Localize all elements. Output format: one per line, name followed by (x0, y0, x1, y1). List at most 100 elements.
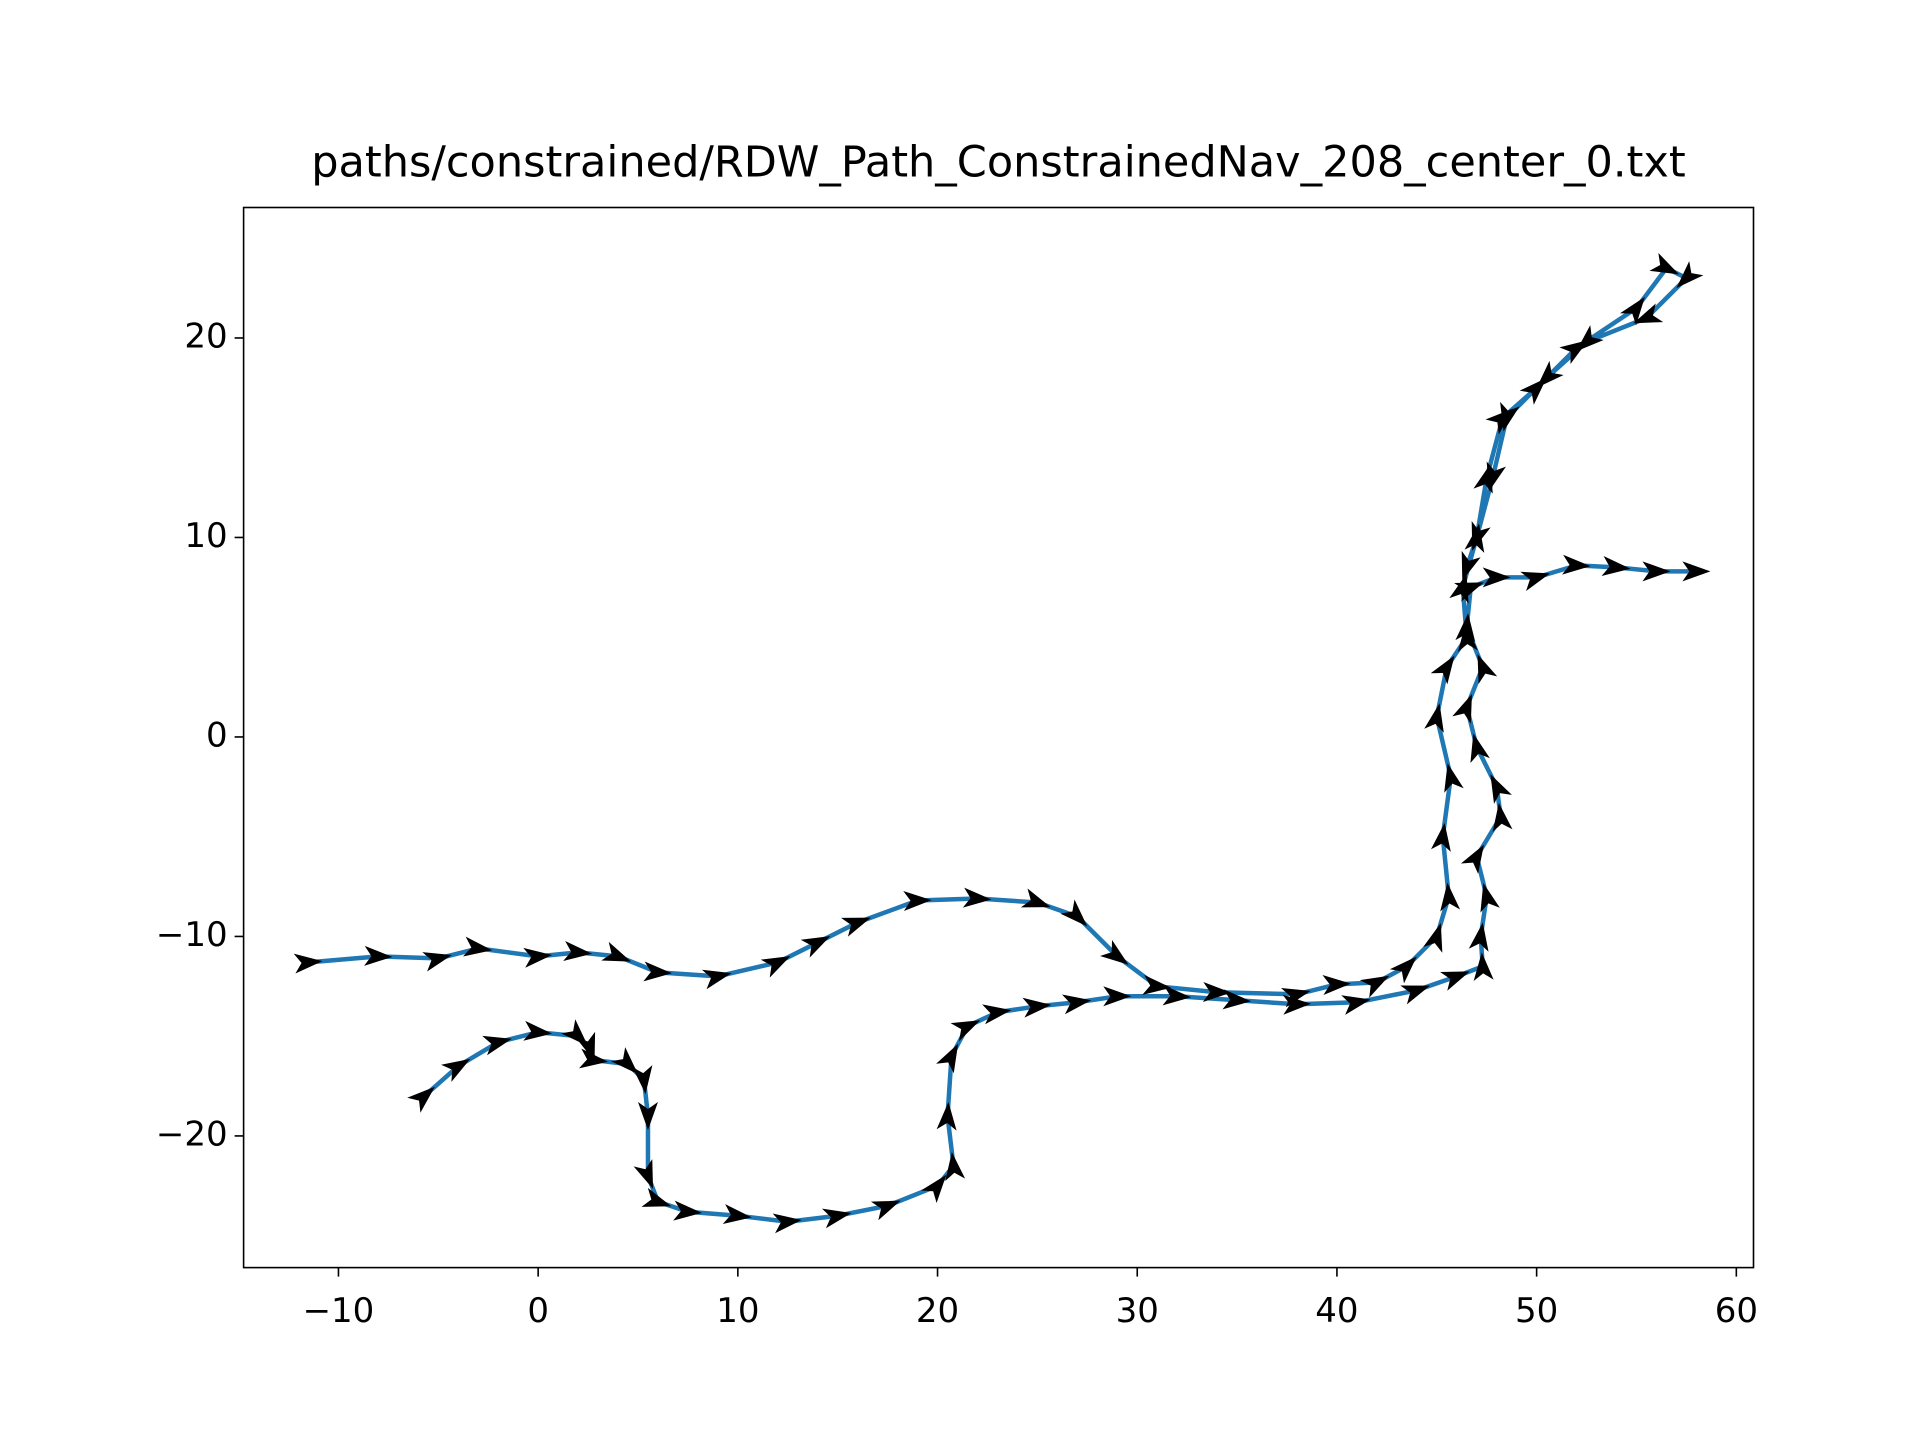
direction-arrow (1341, 995, 1371, 1015)
x-tick-label: 40 (1315, 1291, 1358, 1331)
direction-arrow (1492, 802, 1513, 832)
direction-arrow (523, 1020, 553, 1041)
direction-arrow (800, 936, 831, 958)
direction-arrow (1473, 952, 1494, 982)
direction-arrow (760, 956, 791, 978)
direction-arrow (1202, 981, 1232, 1002)
direction-arrow (463, 936, 493, 957)
direction-arrow (1062, 994, 1092, 1015)
direction-arrow (841, 917, 871, 937)
direction-arrow (1431, 822, 1451, 852)
direction-arrow (822, 1208, 852, 1229)
direction-arrow (1477, 654, 1498, 684)
direction-arrow (1020, 888, 1051, 908)
direction-arrow (1060, 899, 1088, 927)
direction-arrow (441, 1058, 471, 1082)
direction-arrow (1100, 939, 1129, 965)
direction-arrow (1022, 997, 1052, 1018)
direction-arrow (1536, 360, 1564, 388)
direction-arrow (1440, 882, 1461, 912)
y-tick-label: 10 (184, 516, 227, 556)
direction-arrow (1490, 774, 1512, 804)
direction-arrow (1452, 694, 1472, 724)
direction-arrow (1682, 561, 1711, 582)
x-tick-label: 60 (1715, 1291, 1758, 1331)
direction-arrow (920, 1174, 947, 1203)
plot-area (293, 252, 1711, 1234)
direction-arrow (722, 1204, 752, 1225)
direction-arrow (1449, 573, 1469, 604)
direction-arrow (1444, 763, 1464, 793)
direction-arrow (1676, 261, 1704, 289)
direction-arrow (701, 969, 732, 990)
direction-arrow (482, 1035, 512, 1056)
direction-arrow (1649, 252, 1679, 275)
direction-arrow (1486, 461, 1506, 492)
direction-arrow (632, 1065, 653, 1094)
direction-arrow (982, 1004, 1012, 1025)
direction-arrow (1460, 844, 1484, 874)
direction-arrow (950, 1020, 981, 1042)
y-tick-label: −20 (156, 1114, 228, 1154)
direction-arrow (1601, 556, 1631, 576)
direction-arrow (1500, 401, 1520, 432)
direction-arrow (1162, 985, 1192, 1006)
direction-arrow (1142, 974, 1172, 995)
direction-arrow (1470, 733, 1490, 763)
direction-arrow (523, 947, 553, 968)
direction-arrow (1480, 882, 1500, 913)
y-tick-label: −10 (156, 915, 228, 955)
direction-arrow (1424, 703, 1444, 733)
x-tick-label: −10 (303, 1291, 375, 1331)
direction-arrow (1471, 521, 1491, 551)
direction-arrow (1103, 986, 1132, 1007)
direction-arrow (1576, 325, 1604, 352)
x-tick-label: 50 (1515, 1291, 1558, 1331)
direction-arrow (641, 1187, 672, 1207)
direction-arrow (563, 941, 593, 961)
direction-arrow (1322, 975, 1351, 996)
direction-arrow (1468, 922, 1489, 952)
direction-arrow (936, 1102, 957, 1131)
direction-arrow (673, 1200, 702, 1221)
direction-arrow (407, 1086, 435, 1113)
direction-arrow (1359, 975, 1390, 998)
x-tick-label: 0 (527, 1291, 549, 1331)
direction-arrow (637, 1101, 658, 1130)
direction-arrow (962, 887, 992, 908)
direction-arrow (1400, 985, 1431, 1005)
direction-arrow (293, 953, 323, 974)
direction-arrow (422, 952, 452, 972)
direction-arrow (643, 961, 672, 982)
chart-title: paths/constrained/RDW_Path_ConstrainedNa… (311, 138, 1685, 188)
direction-arrow (1520, 571, 1551, 591)
direction-arrow (611, 1047, 638, 1075)
direction-arrow (1423, 923, 1443, 953)
direction-arrow (1457, 623, 1478, 652)
direction-arrow (772, 1213, 802, 1234)
direction-arrow (1642, 561, 1671, 582)
direction-arrow (1482, 567, 1511, 588)
direction-arrow (1280, 987, 1311, 1008)
direction-arrow (1440, 971, 1470, 991)
axes-frame (242, 206, 1755, 1269)
x-tick-label: 10 (716, 1291, 759, 1331)
direction-arrow (1430, 655, 1455, 685)
direction-arrow (945, 1151, 966, 1181)
direction-arrow (633, 1159, 654, 1189)
direction-arrow (601, 941, 632, 962)
direction-arrow (1562, 554, 1591, 575)
direction-arrow (561, 1019, 588, 1047)
path-line (308, 265, 1697, 1224)
x-tick-label: 30 (1116, 1291, 1159, 1331)
direction-arrow (1461, 550, 1481, 581)
x-tick-label: 20 (916, 1291, 959, 1331)
direction-arrow (1389, 956, 1417, 984)
direction-arrow (1222, 989, 1252, 1010)
direction-arrow (364, 945, 393, 966)
direction-arrow (1620, 296, 1645, 326)
direction-arrow (903, 890, 932, 911)
direction-arrow (578, 1048, 608, 1069)
